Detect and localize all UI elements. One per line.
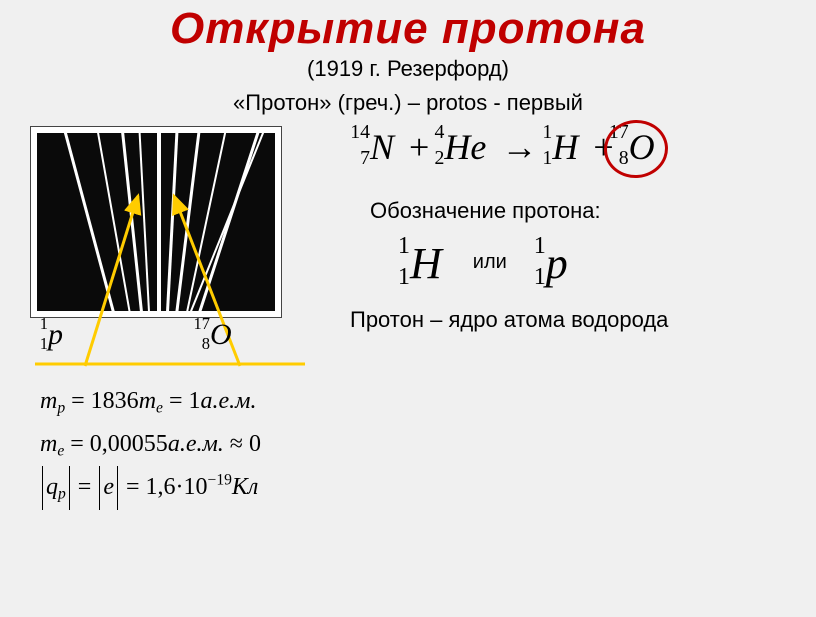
- etymology: «Протон» (греч.) – protos - первый: [0, 90, 816, 116]
- designation-label: Обозначение протона:: [370, 198, 786, 224]
- label-proton: 1 1 p: [48, 318, 63, 352]
- cloud-chamber-photo: [30, 126, 282, 318]
- eq-mass-electron: me = 0,00055а.е.м. ≈ 0: [40, 423, 816, 466]
- right-column: 14 7 N + 4 2 He → 1 1 H + 17 8 O: [300, 126, 786, 368]
- photo-column: 1 1 p 17 8 O: [30, 126, 300, 368]
- eq-mass-proton: mp = 1836me = 1а.е.м.: [40, 380, 816, 423]
- page-title: Открытие протона: [0, 4, 816, 54]
- nuclear-reaction: 14 7 N + 4 2 He → 1 1 H + 17 8 O: [370, 126, 786, 168]
- hydrogen-note: Протон – ядро атома водорода: [350, 307, 786, 333]
- subtitle: (1919 г. Резерфорд): [0, 56, 816, 82]
- content-row: 1 1 p 17 8 O 14 7 N + 4: [0, 126, 816, 368]
- photo-labels: 1 1 p 17 8 O: [30, 318, 300, 368]
- proton-symbols: 1 1 H или 1 1 p: [410, 238, 786, 289]
- label-oxygen: 17 8 O: [210, 318, 232, 352]
- eq-charge: qp = e = 1,6·10−19Кл: [40, 466, 816, 509]
- equations: mp = 1836me = 1а.е.м. me = 0,00055а.е.м.…: [40, 380, 816, 510]
